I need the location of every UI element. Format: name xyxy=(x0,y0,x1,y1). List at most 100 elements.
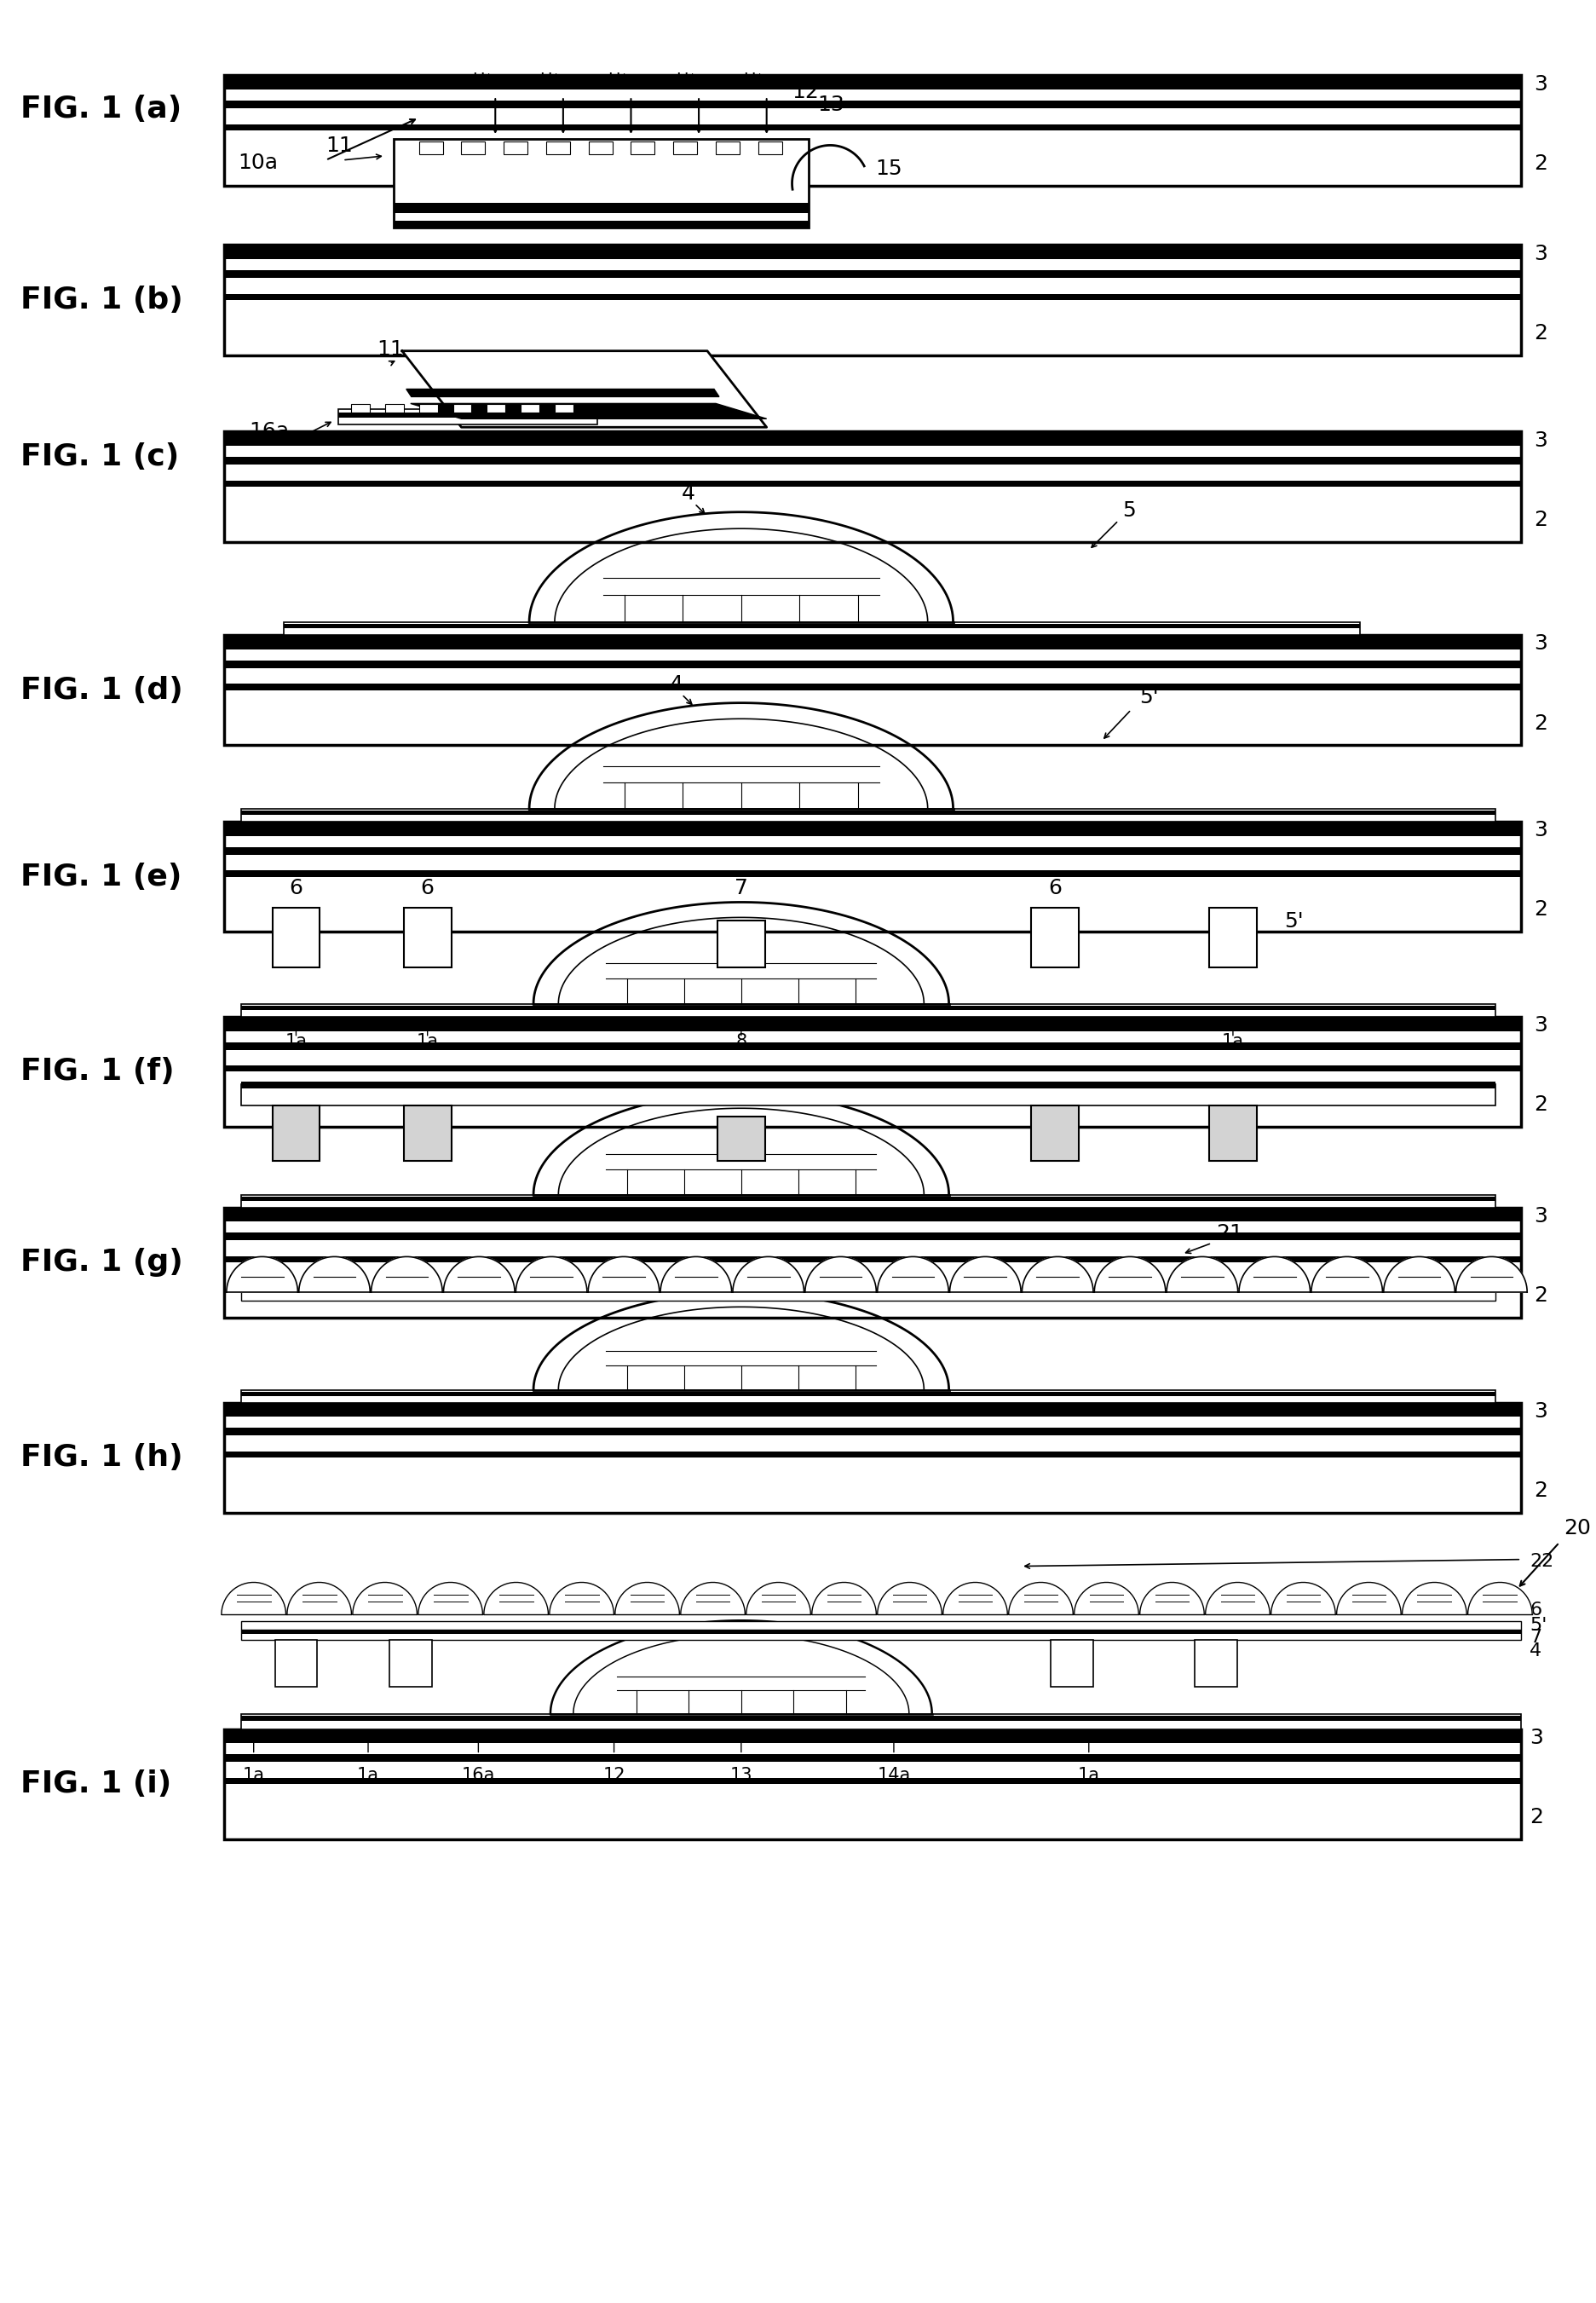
Polygon shape xyxy=(287,1582,351,1614)
Text: 2: 2 xyxy=(1534,322,1547,343)
Text: H⁺: H⁺ xyxy=(608,71,629,88)
Bar xyxy=(461,140,485,154)
Polygon shape xyxy=(1009,1582,1073,1614)
Polygon shape xyxy=(661,1257,731,1292)
Bar xyxy=(546,140,570,154)
Bar xyxy=(223,1066,1521,1071)
Text: 2: 2 xyxy=(1534,900,1547,919)
Text: 3: 3 xyxy=(1534,1016,1547,1036)
Bar xyxy=(223,871,1521,877)
Bar xyxy=(241,1004,1495,1016)
Bar xyxy=(351,405,370,412)
Text: 16a: 16a xyxy=(249,421,289,442)
Bar xyxy=(223,295,1521,299)
Polygon shape xyxy=(680,1582,745,1614)
Text: 11: 11 xyxy=(326,136,353,157)
Bar xyxy=(241,1195,1495,1207)
Bar xyxy=(241,1085,1495,1105)
Text: 2: 2 xyxy=(1534,509,1547,530)
Text: 13: 13 xyxy=(817,94,844,115)
Bar xyxy=(223,848,1521,854)
Text: FIG. 1 (b): FIG. 1 (b) xyxy=(21,286,184,316)
Bar xyxy=(223,1730,1521,1840)
Bar xyxy=(1031,907,1077,967)
Bar xyxy=(223,1016,1521,1032)
Bar xyxy=(223,1257,1521,1262)
Text: 1a: 1a xyxy=(358,1766,378,1785)
Text: 3: 3 xyxy=(1534,820,1547,841)
Text: 4: 4 xyxy=(681,484,696,504)
Bar xyxy=(418,140,442,154)
Bar xyxy=(223,269,1521,279)
Bar xyxy=(717,921,764,967)
Polygon shape xyxy=(1140,1582,1203,1614)
Bar xyxy=(223,1755,1521,1762)
Bar xyxy=(241,1391,1495,1396)
Bar xyxy=(223,636,1521,649)
Bar xyxy=(223,1016,1521,1126)
Text: 11: 11 xyxy=(377,339,404,359)
Polygon shape xyxy=(804,1257,876,1292)
Polygon shape xyxy=(943,1582,1007,1614)
Bar xyxy=(223,76,1521,90)
Text: 4: 4 xyxy=(669,675,683,696)
Polygon shape xyxy=(811,1582,876,1614)
Polygon shape xyxy=(353,1582,417,1614)
Polygon shape xyxy=(444,1257,514,1292)
Text: 3: 3 xyxy=(1534,633,1547,654)
Text: 3: 3 xyxy=(1534,1207,1547,1227)
Bar xyxy=(338,412,597,417)
Text: 6: 6 xyxy=(420,877,434,898)
Bar xyxy=(241,1631,1521,1640)
Polygon shape xyxy=(745,1582,811,1614)
Bar xyxy=(453,405,471,412)
Bar xyxy=(589,140,611,154)
Text: 3: 3 xyxy=(1534,74,1547,94)
Polygon shape xyxy=(1336,1582,1400,1614)
Bar xyxy=(241,1198,1495,1200)
Bar xyxy=(418,405,437,412)
Text: 3: 3 xyxy=(1529,1727,1542,1748)
Bar xyxy=(223,1428,1521,1435)
Bar xyxy=(503,140,527,154)
Polygon shape xyxy=(587,1257,659,1292)
Bar xyxy=(241,811,1495,815)
Bar xyxy=(241,1713,1521,1730)
Text: 10a: 10a xyxy=(238,152,278,173)
Bar xyxy=(241,1621,1521,1631)
Bar xyxy=(282,624,1360,629)
Bar xyxy=(223,431,1521,541)
Polygon shape xyxy=(298,1257,370,1292)
Bar xyxy=(487,405,506,412)
Text: 2: 2 xyxy=(1534,154,1547,173)
Polygon shape xyxy=(1167,1257,1237,1292)
Text: H⁺: H⁺ xyxy=(472,71,493,88)
Text: FIG. 1 (h): FIG. 1 (h) xyxy=(21,1444,184,1472)
Text: FIG. 1 (c): FIG. 1 (c) xyxy=(21,442,179,472)
Bar xyxy=(389,1640,431,1686)
Polygon shape xyxy=(516,1257,587,1292)
Polygon shape xyxy=(1021,1257,1093,1292)
Bar xyxy=(223,1232,1521,1241)
Polygon shape xyxy=(549,1582,613,1614)
Polygon shape xyxy=(614,1582,680,1614)
Text: 7: 7 xyxy=(1529,1628,1540,1647)
Polygon shape xyxy=(1270,1582,1334,1614)
Text: 5': 5' xyxy=(1140,686,1159,707)
Bar xyxy=(223,244,1521,355)
Text: 1a: 1a xyxy=(417,1032,439,1050)
Text: H⁺: H⁺ xyxy=(539,71,560,88)
Polygon shape xyxy=(1310,1257,1382,1292)
Text: 5': 5' xyxy=(1529,1617,1547,1635)
Bar xyxy=(223,481,1521,486)
Bar xyxy=(338,410,597,424)
Bar xyxy=(404,1105,452,1161)
Text: 3: 3 xyxy=(1534,244,1547,265)
Polygon shape xyxy=(484,1582,547,1614)
Polygon shape xyxy=(227,1257,297,1292)
Bar xyxy=(223,456,1521,465)
Bar xyxy=(241,1287,1495,1301)
Bar xyxy=(241,1082,1495,1089)
Bar xyxy=(554,405,573,412)
Bar xyxy=(223,1207,1521,1317)
